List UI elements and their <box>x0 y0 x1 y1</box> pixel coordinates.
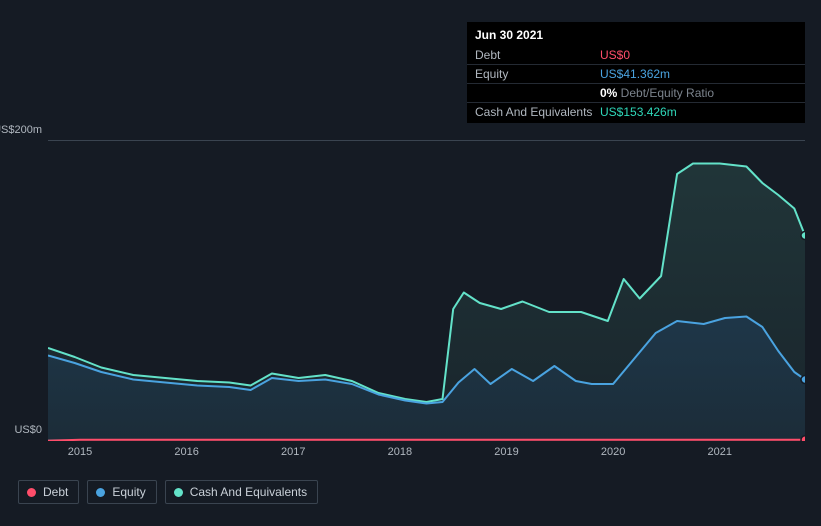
series-line <box>48 440 805 441</box>
x-axis-label: 2016 <box>174 446 198 458</box>
tooltip-row: DebtUS$0 <box>467 46 805 65</box>
tooltip-date: Jun 30 2021 <box>467 26 805 46</box>
x-axis-label: 2020 <box>601 446 625 458</box>
x-axis-label: 2017 <box>281 446 305 458</box>
legend-item[interactable]: Cash And Equivalents <box>165 480 318 504</box>
x-axis-label: 2019 <box>494 446 518 458</box>
x-axis-label: 2021 <box>707 446 731 458</box>
x-axis-labels: 2015 2016 2017 2018 2019 2020 2021 <box>48 446 805 466</box>
x-axis-label: 2015 <box>68 446 92 458</box>
legend-item[interactable]: Equity <box>87 480 156 504</box>
x-axis-label: 2018 <box>388 446 412 458</box>
legend-label: Cash And Equivalents <box>190 485 307 499</box>
chart-legend: Debt Equity Cash And Equivalents <box>18 480 318 504</box>
tooltip-row: 0% Debt/Equity Ratio <box>467 84 805 103</box>
legend-dot-icon <box>174 488 183 497</box>
legend-label: Equity <box>112 485 145 499</box>
tooltip-label: Debt <box>475 48 600 62</box>
chart-plot-area[interactable] <box>48 140 805 440</box>
series-end-dot <box>801 436 805 441</box>
tooltip-label <box>475 86 600 100</box>
y-axis-label-max: US$200m <box>0 124 42 136</box>
legend-dot-icon <box>96 488 105 497</box>
chart-svg <box>48 141 805 441</box>
chart-tooltip: Jun 30 2021 DebtUS$0EquityUS$41.362m0% D… <box>467 22 805 123</box>
tooltip-row: Cash And EquivalentsUS$153.426m <box>467 103 805 121</box>
legend-dot-icon <box>27 488 36 497</box>
legend-item[interactable]: Debt <box>18 480 79 504</box>
tooltip-row: EquityUS$41.362m <box>467 65 805 84</box>
series-end-dot <box>801 376 805 384</box>
y-axis-label-min: US$0 <box>14 424 42 436</box>
tooltip-value: US$0 <box>600 48 797 62</box>
tooltip-label: Cash And Equivalents <box>475 105 600 119</box>
series-end-dot <box>801 232 805 240</box>
tooltip-label: Equity <box>475 67 600 81</box>
financial-chart: US$200m US$0 2015 2016 2017 2018 2019 2020 202… <box>0 0 821 526</box>
tooltip-value: US$41.362m <box>600 67 797 81</box>
legend-label: Debt <box>43 485 68 499</box>
tooltip-value: 0% Debt/Equity Ratio <box>600 86 797 100</box>
tooltip-value: US$153.426m <box>600 105 797 119</box>
